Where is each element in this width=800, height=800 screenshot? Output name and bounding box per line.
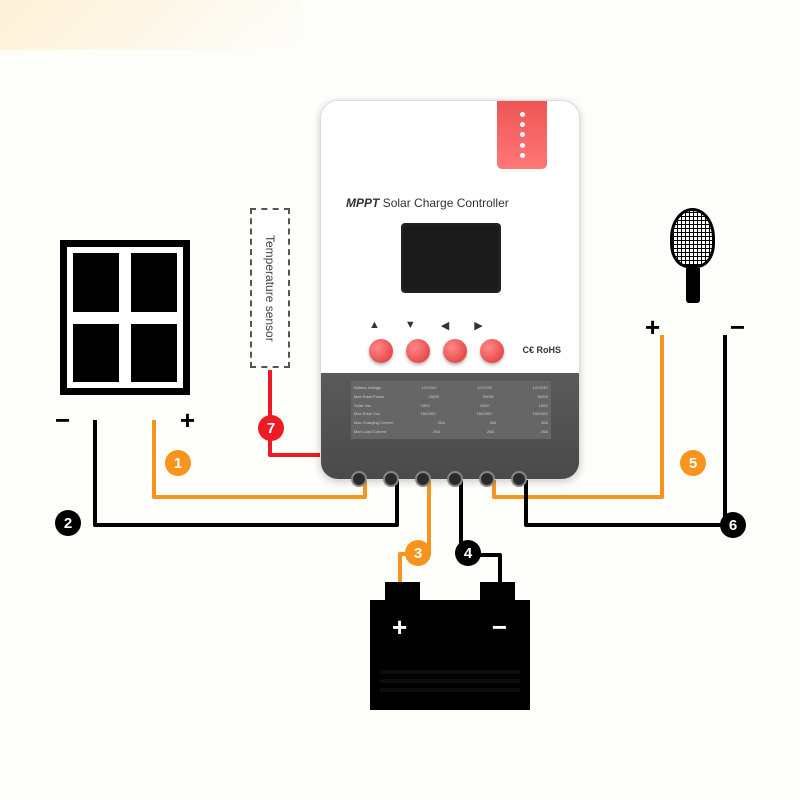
load-plus: + (645, 312, 660, 343)
spec-row: Solar Voc100V100V100V (354, 403, 548, 409)
controller-title: MPPT Solar Charge Controller (346, 196, 509, 210)
controller-terminals (351, 471, 527, 487)
gradient-decor (0, 0, 300, 50)
badge-4: 4 (455, 540, 481, 566)
controller-title-prefix: MPPT (346, 196, 379, 210)
badge-5: 5 (680, 450, 706, 476)
ctrl-btn-1 (369, 339, 393, 363)
battery: + − (370, 600, 530, 710)
arrow-up-icon: ▲ (369, 319, 380, 332)
ctrl-btn-2 (406, 339, 430, 363)
spec-row: Max Charging Current20A30A40A (354, 420, 548, 426)
terminal-3 (415, 471, 431, 487)
terminal-1 (351, 471, 367, 487)
badge-7: 7 (258, 415, 284, 441)
load-base (686, 268, 700, 303)
load-minus: − (730, 312, 745, 343)
badge-2: 2 (55, 510, 81, 536)
spec-row: Battery Voltage12V/24V12V/24V12V/24V (354, 385, 548, 391)
spec-row: Max Load Current20A20A20A (354, 429, 548, 435)
badge-3: 3 (405, 540, 431, 566)
load-terminals: + − (645, 312, 745, 343)
controller-spec-table: Battery Voltage12V/24V12V/24V12V/24V Max … (351, 381, 551, 439)
spec-row: Max Solar Voc15A/30V15A/30V15A/30V (354, 411, 548, 417)
controller-button-labels: ▲ ▼ ◀ ▶ (369, 319, 483, 332)
ctrl-btn-4 (480, 339, 504, 363)
arrow-down-icon: ▼ (405, 319, 416, 332)
solar-plus: + (180, 405, 195, 436)
ctrl-btn-3 (443, 339, 467, 363)
temperature-sensor: Temperature sensor (250, 208, 290, 368)
arrow-left-icon: ◀ (441, 319, 449, 332)
terminal-5 (479, 471, 495, 487)
terminal-4 (447, 471, 463, 487)
controller-screen (401, 223, 501, 293)
load-bulb-icon (670, 208, 715, 268)
arrow-right-icon: ▶ (474, 319, 482, 332)
wire-3 (400, 476, 429, 585)
controller-title-text: Solar Charge Controller (383, 196, 509, 210)
controller-led-strip (497, 101, 547, 169)
solar-minus: − (55, 405, 70, 436)
wire-4 (461, 476, 500, 585)
badge-6: 6 (720, 512, 746, 538)
battery-terminal-minus (480, 582, 515, 600)
controller-buttons (369, 339, 504, 363)
load-lamp (670, 208, 715, 308)
badge-1: 1 (165, 450, 191, 476)
solar-terminals: − + (55, 405, 195, 436)
cert-label: C€ RoHS (522, 345, 561, 355)
battery-minus-label: − (492, 612, 507, 643)
battery-plus-label: + (392, 612, 407, 643)
battery-terminal-plus (385, 582, 420, 600)
terminal-6 (511, 471, 527, 487)
solar-panel (60, 240, 190, 395)
mppt-controller: MPPT Solar Charge Controller ▲ ▼ ◀ ▶ C€ … (320, 100, 580, 480)
temperature-sensor-label: Temperature sensor (263, 235, 277, 342)
terminal-2 (383, 471, 399, 487)
spec-row: Max Solar Power260W390W520W (354, 394, 548, 400)
